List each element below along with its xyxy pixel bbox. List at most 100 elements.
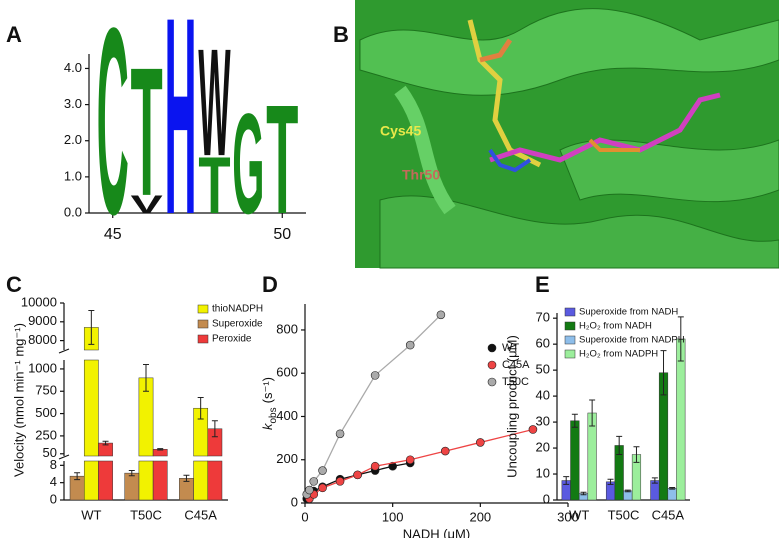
logo-letter: C	[97, 0, 129, 270]
data-point	[335, 429, 345, 439]
x-tick-label: T50C	[130, 507, 162, 522]
x-tick-label: 100	[382, 509, 404, 524]
legend-label: T50C	[502, 376, 529, 388]
y-tick-label: 200	[276, 451, 298, 466]
y-tick-label: 750	[35, 383, 57, 398]
bar	[138, 460, 154, 501]
error-bar	[143, 363, 149, 392]
ribbon	[559, 139, 779, 203]
panel-label: A	[6, 22, 22, 47]
axis-break	[58, 348, 70, 354]
legend-marker	[487, 377, 497, 387]
logo-letter: T	[198, 141, 230, 230]
x-tick-label: 200	[469, 509, 491, 524]
x-tick-label: C45A	[652, 507, 685, 522]
x-tick-label: T50C	[608, 507, 640, 522]
legend-swatch	[197, 304, 209, 314]
y-tick-label: 50	[536, 362, 550, 377]
y-tick-label: 0	[50, 491, 57, 506]
y-axis-title-main: k	[260, 422, 275, 430]
y-tick-label: 1.0	[64, 168, 82, 183]
panel-label: C	[6, 272, 22, 297]
data-point	[528, 425, 538, 434]
y-tick-label: 60	[536, 336, 550, 351]
x-axis-title: NADH (μM)	[403, 526, 470, 538]
bar	[667, 488, 677, 501]
y-axis-title: Uncoupling product (μM)	[504, 335, 519, 478]
fit-line	[308, 428, 534, 500]
residue-label: Thr50	[402, 167, 440, 183]
logo-letter: V	[131, 191, 163, 219]
error-bar	[197, 397, 204, 420]
data-point	[318, 466, 327, 475]
error-bar	[633, 446, 640, 463]
logo-letter: T	[266, 73, 298, 247]
error-bar	[102, 440, 109, 446]
x-tick-label: C45A	[184, 507, 217, 522]
data-point	[353, 470, 362, 480]
error-bar	[616, 435, 623, 456]
x-tick-label: 50	[273, 226, 291, 243]
data-point	[440, 446, 450, 456]
ligand	[488, 148, 532, 173]
y-tick-label: 20	[536, 439, 550, 454]
bar	[83, 460, 99, 501]
data-point	[370, 371, 380, 380]
legend-label: C45A	[502, 359, 530, 371]
y-axis-title-sub: obs	[268, 407, 279, 423]
bar	[83, 359, 99, 457]
y-axis-title: kobs (s⁻¹)	[260, 377, 278, 430]
legend-label: Superoxide from NADH	[579, 307, 678, 318]
legend-label: Superoxide from NADPH	[579, 335, 685, 346]
logo-letter: T	[131, 30, 163, 235]
bar	[676, 338, 686, 501]
logo-letter: G	[232, 84, 264, 244]
ribbon	[359, 8, 779, 96]
bar	[207, 460, 223, 501]
error-bar	[677, 316, 684, 362]
data-point	[405, 455, 415, 465]
data-point	[405, 340, 415, 350]
y-tick-label: 10000	[21, 294, 57, 309]
y-tick-label: 500	[35, 405, 57, 420]
y-tick-label: 10	[536, 465, 550, 480]
ligand	[479, 38, 513, 63]
y-axis-title: Velocity (nmol min⁻¹ mg⁻¹)	[11, 323, 26, 477]
data-point	[388, 461, 397, 471]
bar	[570, 420, 580, 501]
bar	[193, 460, 209, 501]
error-bar	[88, 310, 95, 345]
data-point	[305, 485, 314, 495]
y-tick-label: 800	[276, 321, 298, 336]
y-tick-label: 8000	[28, 332, 57, 347]
y-tick-label: 8	[50, 457, 57, 472]
bar	[124, 472, 140, 501]
legend-label: H₂O₂ from NADPH	[579, 349, 658, 360]
legend-marker	[487, 343, 497, 353]
error-bar	[607, 478, 614, 485]
error-bar	[651, 477, 658, 484]
error-bar	[211, 420, 218, 438]
legend-label: H₂O₂ from NADH	[579, 321, 652, 332]
ligand	[588, 138, 640, 152]
bar	[98, 460, 113, 501]
y-tick-label: 600	[276, 365, 298, 380]
panel-label: D	[262, 272, 278, 297]
error-bar	[74, 472, 81, 481]
legend-swatch	[564, 335, 576, 345]
data-point	[476, 438, 485, 447]
y-tick-label: 3.0	[64, 96, 82, 111]
x-tick-label: 45	[104, 226, 122, 243]
y-tick-label: 0	[291, 494, 298, 509]
axis-break	[58, 454, 70, 460]
legend-label: Peroxide	[212, 334, 252, 345]
error-bar	[183, 474, 190, 482]
y-tick-label: 250	[35, 427, 57, 442]
error-bar	[624, 489, 631, 493]
legend-swatch	[197, 319, 209, 329]
y-tick-label: 0.0	[64, 204, 82, 219]
y-axis-title-unit: (s⁻¹)	[260, 377, 275, 403]
error-bar	[128, 470, 135, 477]
error-bar	[563, 476, 570, 485]
